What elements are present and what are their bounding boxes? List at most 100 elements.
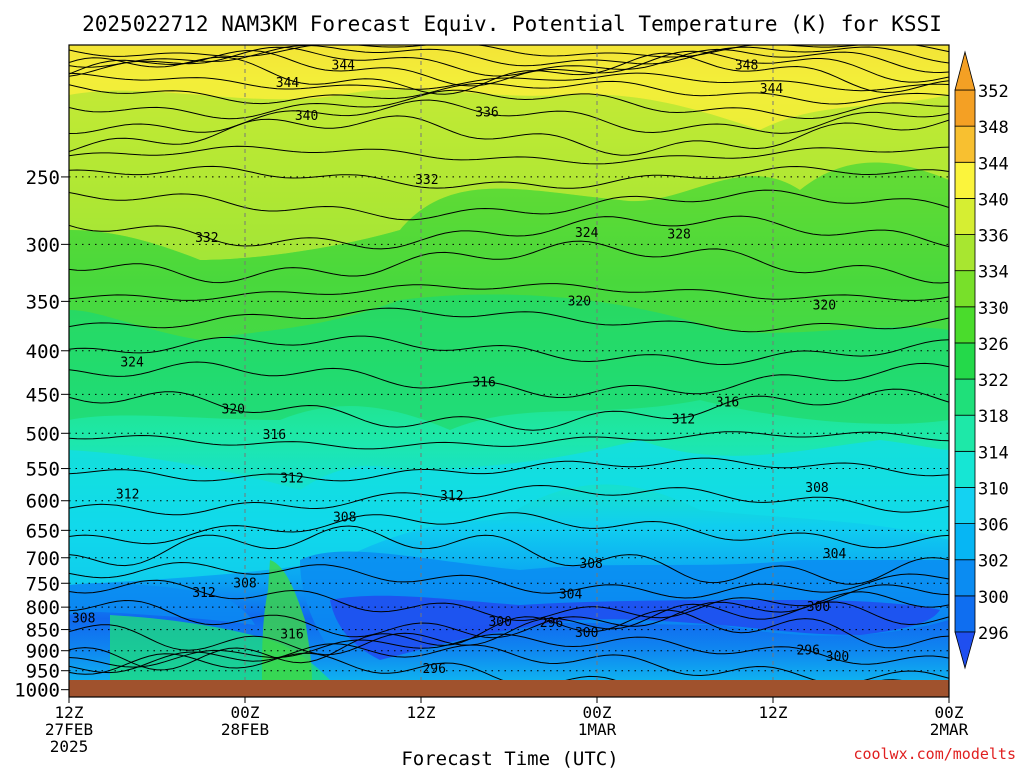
contour-line: [69, 643, 949, 685]
contour-label-text: 308: [233, 576, 256, 591]
contour-line: [69, 89, 949, 120]
contour-line: [69, 601, 949, 656]
contour-label: 304: [559, 587, 583, 602]
y-tick-label: 300: [26, 234, 60, 256]
contour-line: [69, 45, 949, 68]
contour-label-text: 296: [540, 616, 563, 631]
colorbar-label: 344: [978, 154, 1009, 174]
y-tick-label: 250: [26, 167, 60, 189]
colorbar-swatch: [954, 595, 976, 633]
contour-line: [69, 283, 949, 301]
colorbar-label: 302: [978, 552, 1009, 572]
x-tick-label: 28FEB: [221, 720, 269, 739]
contour-label: 344: [760, 82, 784, 97]
terrain-band: [69, 680, 949, 697]
colorbar-label: 300: [978, 588, 1009, 608]
y-axis: 2503003504004505005506006507007508008509…: [14, 167, 69, 702]
colorbar-swatch: [954, 306, 976, 344]
colorbar-label: 352: [978, 82, 1009, 102]
contour-label-text: 300: [826, 650, 849, 665]
contour-line: [69, 240, 949, 284]
colorbar-label: 318: [978, 407, 1009, 427]
left-low-blue-region: [69, 583, 255, 625]
contour-line: [69, 52, 949, 95]
contour-line: [69, 215, 949, 250]
colorbar-label: 306: [978, 516, 1009, 536]
contour-label-text: 308: [579, 557, 602, 572]
y-tick-label: 750: [26, 573, 60, 595]
y-tick-label: 700: [26, 548, 60, 570]
contour-label: 344: [332, 59, 356, 74]
contour-label: 316: [716, 395, 739, 410]
contour-label-text: 324: [120, 356, 144, 371]
colorbar-label: 334: [978, 263, 1009, 283]
colorbar-label: 310: [978, 479, 1009, 499]
x-tick-label: 00Z: [583, 703, 612, 722]
y-tick-label: 600: [26, 491, 60, 513]
x-tick-label: 00Z: [231, 703, 260, 722]
contour-label-text: 300: [488, 615, 511, 630]
contour-label: 300: [826, 650, 849, 665]
contour-label-text: 312: [116, 488, 139, 503]
y-tick-label: 400: [26, 341, 60, 363]
contour-label: 312: [440, 489, 463, 504]
colorbar-swatch: [954, 559, 976, 597]
contour-label-text: 332: [195, 231, 218, 246]
contour-label: 296: [796, 644, 819, 659]
contour-line: [69, 609, 949, 671]
credit-text: coolwx.com/modelts: [853, 745, 1016, 763]
contour-label: 316: [263, 428, 286, 443]
contour-label: 296: [540, 616, 563, 631]
x-tick-label: 12Z: [55, 703, 84, 722]
contour-line: [69, 145, 949, 165]
contour-line: [69, 80, 949, 105]
y-tick-label: 350: [26, 291, 60, 313]
contour-label-text: 308: [805, 481, 828, 496]
x-tick-label: 2025: [50, 737, 89, 756]
y-tick-label: 950: [26, 661, 60, 683]
yellow-upper-region: [69, 45, 949, 130]
contour-line: [69, 165, 949, 189]
contour-label: 300: [575, 626, 598, 641]
contour-line: [69, 189, 949, 221]
colorbar-swatch: [954, 234, 976, 272]
contour-label: 316: [280, 628, 303, 643]
warm-plume: [262, 560, 312, 680]
x-tick-label: 2MAR: [930, 720, 969, 739]
contour-label-text: 328: [667, 227, 690, 242]
contour-label-text: 300: [807, 600, 830, 615]
colorbar: 296 300 302 306 310 314 318 322 326 330 334 336 340 3…: [954, 50, 1009, 670]
contour-label: 308: [805, 481, 828, 496]
contour-label-text: 312: [192, 586, 215, 601]
contour-label: 348: [735, 59, 758, 74]
contour-label-text: 316: [263, 428, 286, 443]
contour-label-text: 340: [295, 109, 318, 124]
contour-label: 336: [475, 105, 498, 120]
contour-label: 300: [488, 615, 511, 630]
x-tick-label: 12Z: [407, 703, 436, 722]
colorbar-swatch: [954, 414, 976, 452]
y-tick-label: 800: [26, 597, 60, 619]
contour-line: [69, 335, 949, 366]
y-tick-label: 500: [26, 423, 60, 445]
y-tick-label: 450: [26, 384, 60, 406]
contour-label-text: 312: [280, 472, 303, 487]
colorbar-swatch: [954, 125, 976, 163]
y-tick-label: 650: [26, 520, 60, 542]
contour-label: 296: [422, 662, 445, 677]
colorbar-swatch: [954, 89, 976, 127]
contour-line: [69, 115, 949, 156]
contour-label: 328: [667, 227, 690, 242]
contour-label-text: 316: [716, 395, 739, 410]
contour-label: 320: [568, 294, 591, 309]
contour-label: 316: [472, 376, 495, 391]
contour-label: 312: [672, 413, 695, 428]
contour-label-text: 300: [575, 626, 598, 641]
contour-label: 304: [823, 547, 847, 562]
contour-line: [69, 99, 949, 134]
contour-label-text: 348: [735, 59, 758, 74]
contour-label: 300: [807, 600, 830, 615]
contour-line: [69, 512, 949, 549]
